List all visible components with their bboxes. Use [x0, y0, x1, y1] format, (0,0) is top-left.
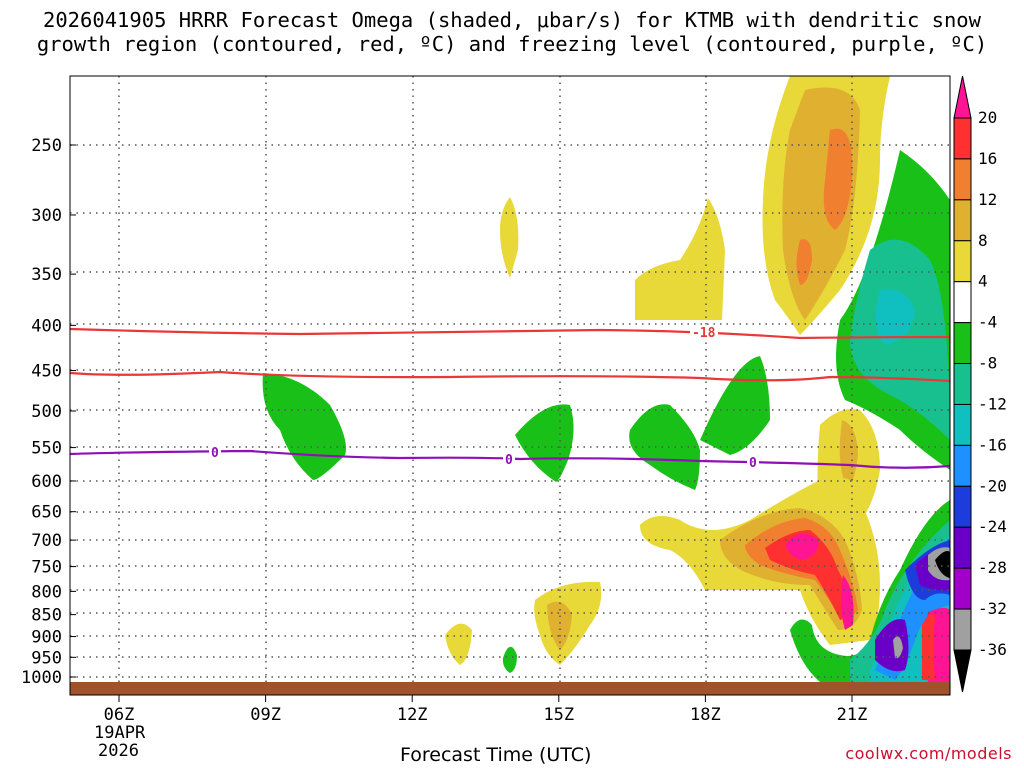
dendritic-lower-contour: [69, 370, 951, 383]
colorbar-bottom-arrow: [953, 649, 972, 693]
colorbar-label: -24: [978, 517, 1007, 536]
colorbar-top-arrow: [953, 75, 972, 119]
chart-title-line1: 2026041905 HRRR Forecast Omega (shaded, …: [43, 8, 981, 32]
omega-lowright-red: [922, 613, 935, 680]
colorbar-label: 8: [978, 231, 988, 250]
colorbar: 20 16 12 8 4 -4 -8 -12 -16 -20 -24 -28 -32 -36: [953, 75, 1007, 693]
y-tick-label: 400: [31, 316, 62, 336]
omega-yellow-18z: [635, 198, 725, 320]
contour-label-freezing-1: 0: [211, 446, 219, 461]
y-tick-label: 450: [31, 362, 62, 382]
omega-lowright-black: [935, 551, 950, 578]
omega-orange-mid: [839, 420, 858, 490]
ground-band: [70, 682, 950, 695]
x-tick-label: 21Z: [837, 705, 868, 725]
omega-green-14z: [502, 646, 517, 673]
y-tick-label: 550: [31, 439, 62, 459]
colorbar-label: -20: [978, 476, 1007, 495]
contour-lines: [69, 327, 951, 469]
dendritic-upper-contour: [69, 327, 951, 340]
colorbar-swatch: [953, 526, 972, 569]
x-tick-label: 18Z: [690, 705, 721, 725]
y-tick-label: 650: [31, 503, 62, 523]
y-tick-label: 500: [31, 402, 62, 422]
plot-border: [69, 75, 951, 696]
x-date-line1: 19APR: [94, 723, 146, 743]
omega-yellow-13z: [445, 623, 472, 665]
omega-lowright-purple2: [875, 619, 909, 672]
y-tick-label: 750: [31, 558, 62, 578]
y-tick-label: 250: [31, 136, 62, 156]
y-tick-label: 900: [31, 628, 62, 648]
colorbar-label: -28: [978, 558, 1007, 577]
x-axis: 06Z 09Z 12Z 15Z 18Z 21Z: [104, 695, 868, 725]
omega-lower-20b: [840, 575, 854, 630]
y-tick-label: 300: [31, 206, 62, 226]
colorbar-swatch: [953, 199, 972, 242]
y-tick-label: 950: [31, 648, 62, 668]
contour-label-freezing-3: 0: [749, 456, 757, 471]
omega-plume-12: [823, 128, 853, 230]
colorbar-swatch: [953, 403, 972, 446]
colorbar-swatch: [953, 608, 972, 651]
colorbar-swatch: [953, 322, 972, 365]
colorbar-swatch: [953, 158, 972, 201]
colorbar-label: -36: [978, 640, 1007, 659]
contour-label-freezing-2: 0: [505, 453, 513, 468]
colorbar-swatch: [953, 240, 972, 283]
colorbar-label: -12: [978, 394, 1007, 413]
colorbar-label: -16: [978, 435, 1007, 454]
omega-cyan-right: [876, 289, 915, 345]
y-tick-label: 700: [31, 531, 62, 551]
omega-green-09z: [262, 373, 346, 480]
x-tick-label: 12Z: [397, 705, 428, 725]
omega-lowright-gray2: [893, 636, 903, 659]
colorbar-label: -32: [978, 599, 1007, 618]
y-axis: 2503003504004505005506006507007508008509…: [21, 136, 76, 688]
contour-label-dendritic: -18: [692, 326, 716, 341]
chart-title-line2: growth region (contoured, red, ºC) and f…: [36, 32, 988, 56]
omega-plume-12b: [796, 239, 812, 285]
y-tick-label: 1000: [21, 668, 62, 688]
colorbar-label: -4: [978, 313, 997, 332]
colorbar-swatch: [953, 363, 972, 405]
colorbar-swatch: [953, 485, 972, 528]
colorbar-swatch: [953, 117, 972, 160]
colorbar-label: 20: [978, 108, 997, 127]
omega-shading: [262, 76, 950, 682]
x-axis-label: Forecast Time (UTC): [400, 744, 592, 766]
colorbar-label: 4: [978, 272, 988, 291]
y-tick-label: 850: [31, 606, 62, 626]
omega-green-17z: [629, 404, 700, 490]
x-tick-label: 15Z: [543, 705, 574, 725]
x-tick-label: 09Z: [250, 705, 281, 725]
contour-labels: -18 0 0 0: [209, 325, 759, 471]
y-tick-label: 600: [31, 472, 62, 492]
omega-green-15z: [515, 404, 574, 482]
omega-small-4: [500, 197, 519, 278]
colorbar-label: 16: [978, 149, 997, 168]
colorbar-label: -8: [978, 354, 997, 373]
y-tick-label: 800: [31, 582, 62, 602]
colorbar-swatch: [953, 281, 972, 324]
x-tick-label: 06Z: [104, 705, 135, 725]
freezing-level-contour: [69, 449, 951, 469]
colorbar-swatch: [953, 444, 972, 487]
omega-orange-15z: [547, 601, 572, 650]
omega-teal-right: [850, 239, 950, 440]
omega-lower-20a: [785, 533, 819, 560]
x-date-line2: 2026: [98, 741, 139, 761]
credit-link[interactable]: coolwx.com/models: [845, 744, 1012, 763]
omega-lower-16: [765, 530, 852, 620]
colorbar-swatch: [953, 567, 972, 610]
colorbar-label: 12: [978, 190, 997, 209]
y-tick-label: 350: [31, 265, 62, 285]
